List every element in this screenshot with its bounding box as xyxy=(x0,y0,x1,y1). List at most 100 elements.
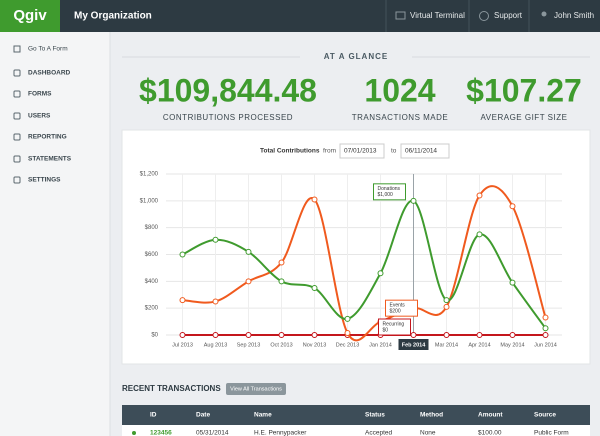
tooltip-name: Events xyxy=(390,302,406,308)
column-header: Method xyxy=(420,412,443,419)
table-cell: None xyxy=(420,430,436,436)
menu-item[interactable]: REPORTING xyxy=(28,134,67,141)
y-tick-label: $1,000 xyxy=(140,198,159,204)
chart-title: Total Contributions xyxy=(260,148,320,155)
menu-item[interactable]: USERS xyxy=(28,113,51,120)
data-point[interactable] xyxy=(179,251,186,258)
y-tick-label: $200 xyxy=(145,306,159,312)
data-point[interactable] xyxy=(311,196,318,203)
organization-name[interactable]: My Organization xyxy=(74,11,152,22)
x-tick-label: Nov 2013 xyxy=(303,342,327,348)
chart: $0 $200 $400 $600 $800 $1,000 $1,200 Jul 2013 Au… xyxy=(140,172,562,350)
table-cell[interactable]: 123456 xyxy=(150,430,172,436)
menu-item[interactable]: STATEMENTS xyxy=(28,156,72,163)
column-header: Status xyxy=(365,412,385,419)
data-point[interactable] xyxy=(443,297,450,304)
data-point[interactable] xyxy=(476,231,483,238)
stat-label: AVERAGE GIFT SIZE xyxy=(481,113,568,122)
data-point[interactable] xyxy=(542,314,549,321)
y-tick-label: $1,200 xyxy=(140,172,159,178)
nav-link[interactable]: Virtual Terminal xyxy=(410,11,465,20)
user-icon xyxy=(541,11,547,17)
terminal-icon xyxy=(395,11,406,20)
menu-icon xyxy=(13,133,21,141)
table-cell: 05/31/2014 xyxy=(196,430,229,436)
x-tick-label: Aug 2013 xyxy=(204,342,228,348)
table-cell: Public Form xyxy=(534,430,569,436)
date-input[interactable] xyxy=(400,143,450,159)
data-point[interactable] xyxy=(410,332,417,338)
button[interactable] xyxy=(226,383,286,395)
x-tick-label: Jun 2014 xyxy=(534,342,557,348)
column-header: ID xyxy=(150,412,157,419)
menu-item[interactable]: FORMS xyxy=(28,91,52,98)
menu-icon xyxy=(13,155,21,163)
table-header xyxy=(122,405,590,425)
data-point[interactable] xyxy=(311,332,318,338)
data-point[interactable] xyxy=(278,278,285,285)
stat-label: CONTRIBUTIONS PROCESSED xyxy=(163,113,293,122)
stat-value: $107.27 xyxy=(466,72,582,108)
data-point[interactable] xyxy=(476,332,483,338)
stat-label: TRANSACTIONS MADE xyxy=(352,113,449,122)
data-point[interactable] xyxy=(278,259,285,266)
data-point[interactable] xyxy=(509,279,516,286)
x-tick-label: Jan 2014 xyxy=(369,342,392,348)
data-point[interactable] xyxy=(443,303,450,310)
x-tick-label: Apr 2014 xyxy=(468,342,490,348)
menu-item[interactable]: SETTINGS xyxy=(28,177,61,184)
x-tick-label: May 2014 xyxy=(500,342,524,348)
data-point[interactable] xyxy=(344,329,351,336)
tooltip-name: Recurring xyxy=(383,321,405,327)
tooltip-value: $0 xyxy=(383,327,389,333)
menu-item[interactable]: Go To A Form xyxy=(28,46,68,53)
data-point[interactable] xyxy=(179,297,186,304)
data-point[interactable] xyxy=(509,203,516,210)
menu-item[interactable]: DASHBOARD xyxy=(28,70,71,77)
table-cell: Accepted xyxy=(365,430,392,436)
stat-value: 1024 xyxy=(364,72,435,108)
data-point[interactable] xyxy=(410,197,417,204)
y-tick-label: $400 xyxy=(145,279,159,285)
section-title: AT A GLANCE xyxy=(324,52,388,61)
data-point[interactable] xyxy=(542,325,549,332)
x-tick-label: Oct 2013 xyxy=(270,342,292,348)
menu-icon xyxy=(13,176,21,184)
data-point[interactable] xyxy=(212,332,219,338)
nav-link[interactable]: John Smith xyxy=(554,11,594,20)
sidebar-menu: Go To A Form DASHBOARD FORMS USERS REPORTING… xyxy=(13,45,72,184)
menu-icon xyxy=(13,69,21,77)
logo-area xyxy=(0,0,60,32)
column-header: Source xyxy=(534,412,556,419)
data-point[interactable] xyxy=(377,270,384,277)
data-point[interactable] xyxy=(245,248,252,255)
data-point[interactable] xyxy=(212,236,219,243)
section-title: RECENT TRANSACTIONS xyxy=(122,384,221,393)
data-point[interactable] xyxy=(245,332,252,338)
column-header: Date xyxy=(196,412,210,419)
date-input[interactable] xyxy=(339,143,385,159)
data-point[interactable] xyxy=(278,332,285,338)
data-point[interactable] xyxy=(311,285,318,292)
data-point[interactable] xyxy=(212,298,219,305)
x-tick-label: Jul 2013 xyxy=(172,342,193,348)
data-point[interactable] xyxy=(509,332,516,338)
data-point[interactable] xyxy=(344,315,351,322)
table-cell: $100.00 xyxy=(478,430,502,436)
date-end: 06/11/2014 xyxy=(405,148,437,155)
logo[interactable]: Qgiv xyxy=(13,7,47,24)
tooltip-value: $200 xyxy=(390,308,401,314)
y-tick-label: $0 xyxy=(151,333,158,339)
data-point[interactable] xyxy=(179,332,186,338)
data-point[interactable] xyxy=(245,278,252,285)
menu-icon xyxy=(13,45,21,53)
data-point[interactable] xyxy=(542,332,549,338)
y-tick-label: $800 xyxy=(145,225,159,231)
nav-link[interactable]: Support xyxy=(494,11,523,20)
chart-card xyxy=(121,129,591,365)
date-start: 07/01/2013 xyxy=(344,148,377,155)
support-icon xyxy=(479,11,489,21)
data-point[interactable] xyxy=(476,192,483,199)
x-label-highlight xyxy=(398,339,429,350)
data-point[interactable] xyxy=(443,332,450,338)
